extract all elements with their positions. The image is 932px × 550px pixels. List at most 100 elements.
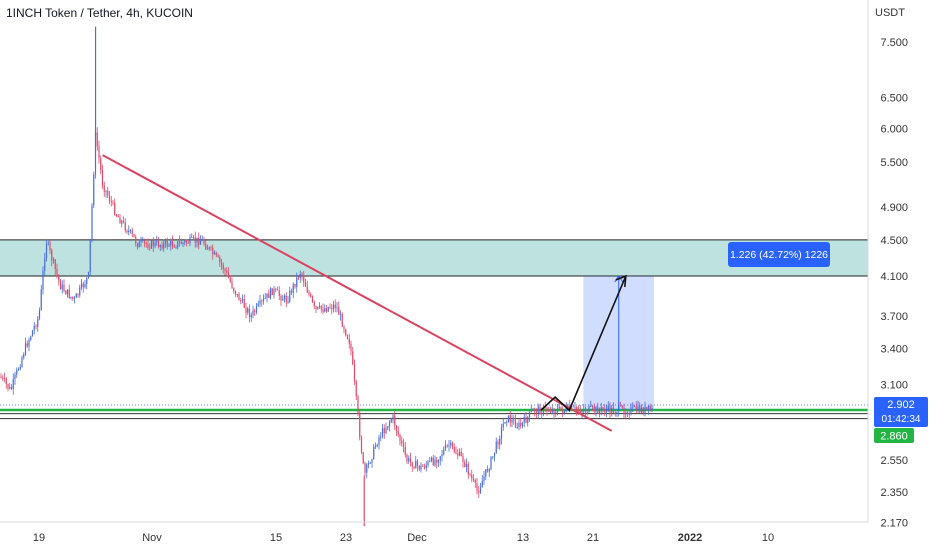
candle-body: [89, 239, 91, 273]
candle-body: [460, 451, 462, 456]
candle-body: [635, 406, 637, 411]
candle-body: [639, 405, 641, 413]
candle-body: [243, 299, 245, 308]
price-tag: 2.902 01:42:34: [874, 397, 928, 427]
candle-body: [450, 442, 452, 446]
candle-body: [350, 343, 352, 352]
candle-body: [93, 174, 95, 206]
candle-body: [583, 409, 585, 412]
candle-body: [458, 451, 461, 456]
x-tick-label: 10: [762, 532, 774, 544]
candle-body: [56, 269, 58, 275]
candle-body: [114, 202, 116, 215]
candle-body: [437, 460, 440, 463]
candle-body: [65, 290, 67, 295]
candle-body: [334, 304, 336, 308]
candle-body: [469, 474, 471, 476]
y-tick-label: 6.500: [880, 92, 908, 104]
y-tick-label: 3.700: [880, 311, 908, 323]
candle-body: [551, 408, 553, 413]
candle-body: [357, 396, 359, 414]
y-tick-label: 2.170: [880, 518, 908, 530]
candle-body: [61, 284, 63, 290]
y-tick-label: 3.400: [880, 344, 908, 356]
candle-body: [416, 460, 419, 466]
candle-body: [464, 462, 466, 468]
candle-body: [395, 425, 398, 431]
candle-body: [481, 480, 483, 488]
candle-body: [509, 415, 511, 423]
candle-body: [446, 445, 448, 447]
candle-body: [542, 406, 545, 414]
candle-body: [598, 409, 601, 414]
candle-body: [208, 247, 210, 249]
y-tick-label: 3.100: [880, 379, 908, 391]
candle-body: [175, 247, 177, 249]
candle-body: [369, 462, 371, 464]
projection-arrow-head: [615, 274, 627, 288]
candle-body: [500, 427, 503, 439]
candle-body: [47, 242, 49, 244]
price-tag-countdown: 01:42:34: [882, 414, 921, 425]
candle-body: [467, 463, 469, 475]
candle-body: [511, 420, 513, 423]
candle-body: [413, 467, 415, 469]
candle-body: [478, 490, 480, 493]
candle-body: [142, 239, 144, 241]
candle-body: [633, 406, 636, 408]
candle-body: [86, 277, 88, 284]
candle-body: [534, 409, 536, 412]
level-tag-value: 2.860: [880, 431, 908, 443]
candle-body: [115, 214, 118, 216]
candle-body: [485, 469, 487, 477]
candle-body: [429, 460, 431, 462]
candle-body: [156, 241, 158, 243]
candle-body: [352, 351, 354, 365]
candle-body: [70, 296, 72, 299]
candle-body: [331, 308, 333, 310]
candle-body: [324, 308, 326, 312]
candle-body: [584, 409, 587, 412]
candle-body: [182, 242, 184, 245]
candle-body: [325, 308, 328, 312]
candle-body: [579, 410, 581, 413]
candle-body: [320, 305, 322, 310]
candle-body: [523, 416, 525, 423]
candle-body: [28, 339, 30, 347]
candle-body: [558, 406, 560, 409]
measure-label-text: 1.226 (42.72%) 1226: [730, 249, 828, 261]
candle-body: [73, 297, 76, 299]
candle-body: [495, 441, 497, 453]
candle-body: [21, 357, 23, 367]
candle-body: [348, 338, 350, 344]
candle-body: [7, 384, 9, 389]
candle-body: [287, 301, 289, 303]
candle-body: [196, 237, 198, 243]
candle-body: [308, 292, 310, 295]
candle-body: [516, 427, 518, 428]
candle-body: [299, 273, 301, 278]
candle-body: [362, 452, 364, 464]
candle-body: [336, 307, 338, 309]
candle-body: [425, 465, 427, 469]
candle-body: [91, 205, 93, 240]
candle-body: [513, 420, 515, 421]
candle-body: [240, 300, 242, 302]
candle-body: [637, 405, 639, 411]
candle-body: [10, 387, 13, 389]
candle-body: [439, 456, 441, 461]
candle-body: [163, 242, 165, 249]
candle-body: [562, 409, 564, 413]
candle-body: [436, 459, 438, 463]
candle-body: [317, 306, 319, 309]
candle-body: [129, 230, 132, 231]
candle-body: [646, 406, 648, 409]
x-tick-label: Nov: [142, 532, 162, 544]
candle-body: [140, 240, 142, 242]
candle-body: [577, 410, 580, 411]
candle-body: [278, 290, 280, 296]
candle-body: [198, 237, 200, 245]
candle-body: [444, 445, 447, 450]
candle-body: [313, 302, 315, 307]
